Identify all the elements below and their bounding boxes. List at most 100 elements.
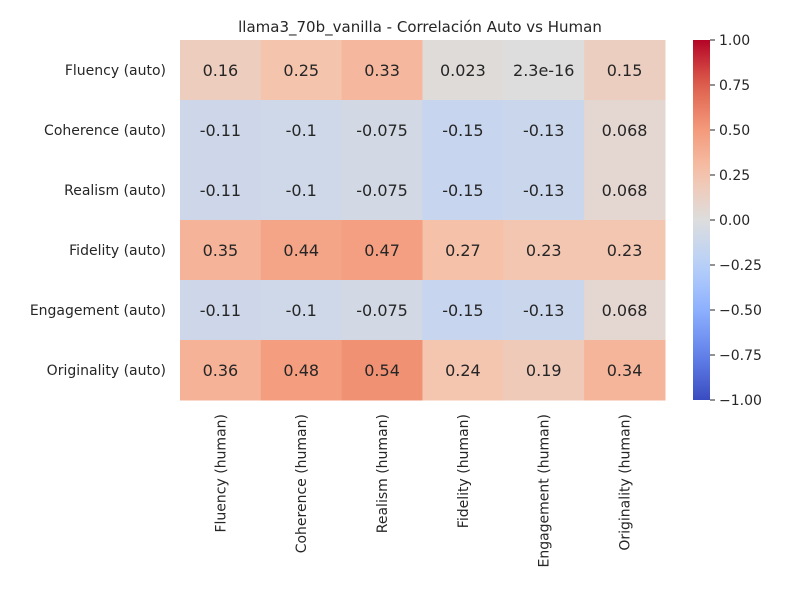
colorbar-tick-label: 0.00 xyxy=(719,213,750,229)
heatmap-cell xyxy=(260,40,343,101)
colorbar: 1.00 0.75 0.50 0.25 0.00 −0.25 −0.50 −0.75 −1.00 xyxy=(693,33,762,409)
column-tick-label: Coherence (human) xyxy=(294,414,310,553)
heatmap-cell xyxy=(341,220,423,281)
cell-value-label: -0.13 xyxy=(523,301,564,320)
cell-value-label: -0.1 xyxy=(286,121,317,140)
cell-value-label: 0.34 xyxy=(607,361,643,380)
heatmap-cell xyxy=(422,160,504,221)
cell-value-label: 0.44 xyxy=(283,241,319,260)
row-tick-label: Engagement (auto) xyxy=(30,303,166,319)
cell-value-label: 0.023 xyxy=(440,61,486,80)
heatmap-cell xyxy=(503,220,585,281)
cell-value-label: 0.33 xyxy=(364,61,400,80)
cell-value-label: 0.068 xyxy=(602,181,648,200)
cell-value-label: 0.24 xyxy=(445,361,481,380)
column-tick-label: Fluency (human) xyxy=(213,414,229,533)
colorbar-tick-label: 1.00 xyxy=(719,33,750,49)
cell-value-label: -0.11 xyxy=(200,121,241,140)
colorbar-tick-label: −0.25 xyxy=(719,258,762,274)
heatmap-cells: 0.16 0.25 0.33 0.023 2.3e-16 0.15 -0.11 -0.1 -0.… xyxy=(180,40,666,401)
heatmap-cell xyxy=(503,160,585,221)
cell-value-label: 0.47 xyxy=(364,241,400,260)
cell-value-label: 0.25 xyxy=(283,61,319,80)
heatmap-cell xyxy=(180,220,262,281)
heatmap-cell xyxy=(503,40,585,101)
heatmap-cell xyxy=(584,280,666,341)
cell-value-label: -0.15 xyxy=(442,301,483,320)
heatmap-cell xyxy=(180,160,262,221)
cell-value-label: 0.23 xyxy=(607,241,643,260)
heatmap-cell xyxy=(584,340,666,401)
heatmap-cell xyxy=(422,100,504,161)
cell-value-label: -0.15 xyxy=(442,181,483,200)
cell-value-label: 0.54 xyxy=(364,361,400,380)
heatmap-cell xyxy=(584,100,666,161)
heatmap-cell xyxy=(180,340,262,401)
cell-value-label: 0.15 xyxy=(607,61,643,80)
row-tick-label: Originality (auto) xyxy=(47,363,166,379)
column-tick-label: Fidelity (human) xyxy=(456,414,472,528)
heatmap-cell xyxy=(584,160,666,221)
colorbar-tick-label: −0.75 xyxy=(719,348,762,364)
cell-value-label: 0.16 xyxy=(203,61,239,80)
heatmap-cell xyxy=(584,40,666,101)
heatmap-cell xyxy=(260,340,343,401)
heatmap-cell xyxy=(503,100,585,161)
heatmap-cell xyxy=(503,340,585,401)
heatmap-cell xyxy=(422,280,504,341)
cell-value-label: 2.3e-16 xyxy=(513,61,574,80)
cell-value-label: -0.13 xyxy=(523,121,564,140)
cell-value-label: 0.27 xyxy=(445,241,481,260)
heatmap-cell xyxy=(584,220,666,281)
heatmap-cell xyxy=(260,280,343,341)
cell-value-label: -0.1 xyxy=(286,301,317,320)
heatmap-cell xyxy=(503,280,585,341)
cell-value-label: -0.13 xyxy=(523,181,564,200)
heatmap-cell xyxy=(422,220,504,281)
column-tick-label: Realism (human) xyxy=(375,414,391,533)
heatmap-cell xyxy=(180,280,262,341)
row-tick-label: Fluency (auto) xyxy=(65,63,166,79)
cell-value-label: -0.075 xyxy=(356,301,408,320)
colorbar-tick-label: 0.75 xyxy=(719,78,750,94)
colorbar-tick-label: −1.00 xyxy=(719,393,762,409)
cell-value-label: 0.19 xyxy=(526,361,562,380)
cell-value-label: -0.11 xyxy=(200,181,241,200)
colorbar-tick-label: 0.25 xyxy=(719,168,750,184)
heatmap-cell xyxy=(341,40,423,101)
heatmap-cell xyxy=(260,160,343,221)
colorbar-tick-label: −0.50 xyxy=(719,303,762,319)
cell-value-label: 0.35 xyxy=(203,241,239,260)
row-tick-label: Fidelity (auto) xyxy=(69,243,166,259)
cell-value-label: 0.23 xyxy=(526,241,562,260)
chart-title: llama3_70b_vanilla - Correlación Auto vs… xyxy=(238,18,602,37)
heatmap-cell xyxy=(341,100,423,161)
row-tick-label: Realism (auto) xyxy=(64,183,166,199)
cell-value-label: -0.1 xyxy=(286,181,317,200)
heatmap-cell xyxy=(180,40,262,101)
cell-value-label: -0.11 xyxy=(200,301,241,320)
heatmap-cell xyxy=(341,280,423,341)
heatmap-cell xyxy=(180,100,262,161)
cell-value-label: 0.068 xyxy=(602,301,648,320)
heatmap-cell xyxy=(260,220,343,281)
heatmap-cell xyxy=(341,340,423,401)
heatmap-cell xyxy=(422,340,504,401)
column-tick-labels: Fluency (human) Coherence (human) Realism … xyxy=(213,414,633,568)
heatmap-cell xyxy=(341,160,423,221)
column-tick-label: Originality (human) xyxy=(618,414,634,551)
column-tick-label: Engagement (human) xyxy=(537,414,553,568)
cell-value-label: -0.075 xyxy=(356,181,408,200)
cell-value-label: 0.068 xyxy=(602,121,648,140)
cell-value-label: 0.36 xyxy=(203,361,239,380)
cell-value-label: -0.075 xyxy=(356,121,408,140)
cell-value-label: -0.15 xyxy=(442,121,483,140)
heatmap-cell xyxy=(422,40,504,101)
row-tick-label: Coherence (auto) xyxy=(44,123,166,139)
row-tick-labels: Fluency (auto) Coherence (auto) Realism (a… xyxy=(30,63,166,379)
colorbar-gradient xyxy=(693,40,710,400)
cell-value-label: 0.48 xyxy=(283,361,319,380)
heatmap-cell xyxy=(260,100,343,161)
colorbar-tick-label: 0.50 xyxy=(719,123,750,139)
